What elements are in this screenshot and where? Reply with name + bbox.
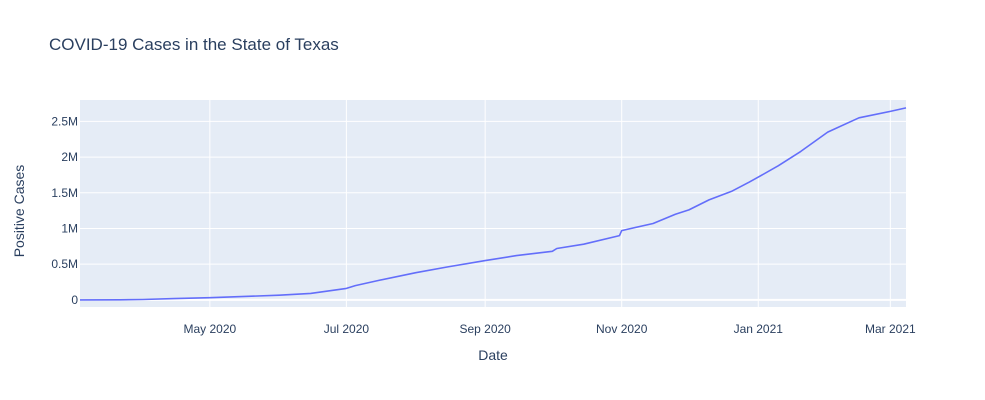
y-tick-label: 0.5M [51, 257, 78, 271]
x-tick-labels: May 2020 Jul 2020 Sep 2020 Nov 2020 Jan 2021… [183, 322, 916, 336]
x-tick-label: Sep 2020 [459, 322, 511, 336]
chart-title: COVID-19 Cases in the State of Texas [49, 35, 339, 54]
plot-background [80, 100, 906, 307]
y-tick-label: 2M [61, 150, 78, 164]
series-layer [79, 107, 907, 301]
y-gridlines [80, 120, 906, 301]
y-axis-title: Positive Cases [11, 165, 27, 258]
x-tick-label: Jan 2021 [734, 322, 784, 336]
x-tick-label: Mar 2021 [865, 322, 916, 336]
x-gridlines [209, 100, 891, 307]
y-tick-label: 0 [71, 293, 78, 307]
y-tick-labels: 0 0.5M 1M 1.5M 2M 2.5M [51, 114, 78, 306]
x-axis-title: Date [478, 347, 508, 363]
series-line [79, 107, 907, 301]
x-tick-label: May 2020 [183, 322, 236, 336]
y-tick-label: 2.5M [51, 114, 78, 128]
x-tick-label: Jul 2020 [324, 322, 370, 336]
x-tick-label: Nov 2020 [596, 322, 648, 336]
y-tick-label: 1.5M [51, 186, 78, 200]
y-tick-label: 1M [61, 221, 78, 235]
